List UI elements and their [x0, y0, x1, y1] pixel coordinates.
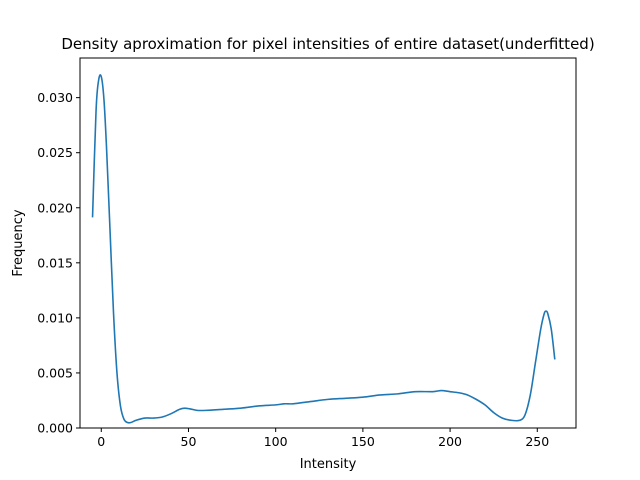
y-tick-label: 0.030: [37, 90, 73, 105]
chart-title: Density aproximation for pixel intensiti…: [61, 35, 594, 53]
x-tick-label: 100: [264, 434, 288, 449]
y-tick-label: 0.015: [37, 255, 73, 270]
x-tick-label: 50: [181, 434, 197, 449]
y-tick-label: 0.010: [37, 310, 73, 325]
y-tick-label: 0.025: [37, 145, 73, 160]
y-tick-label: 0.020: [37, 200, 73, 215]
x-tick-label: 200: [438, 434, 462, 449]
axis-ticks: 0 50 100 150 200 250 0.000 0.005 0.010 0.015 0.020…: [37, 90, 549, 449]
y-tick-label: 0.000: [37, 421, 73, 436]
y-axis-label: Frequency: [11, 209, 26, 276]
plot-frame: [79, 57, 577, 429]
x-tick-label: 250: [525, 434, 549, 449]
x-tick-label: 0: [97, 434, 105, 449]
x-tick-label: 150: [351, 434, 375, 449]
density-series-line: [91, 74, 556, 424]
plot-area: [91, 74, 556, 424]
y-tick-label: 0.005: [37, 365, 73, 380]
x-axis-label: Intensity: [300, 457, 357, 472]
